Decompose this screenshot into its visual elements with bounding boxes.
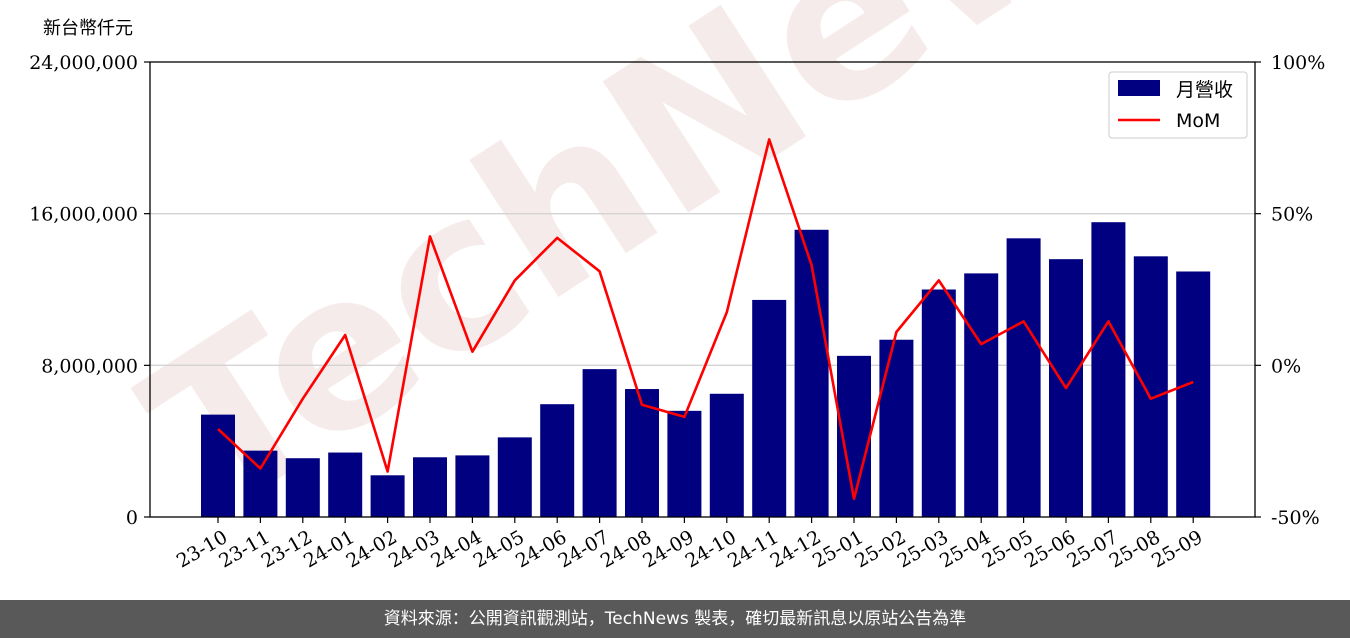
revenue-chart: TechNews 08,000,00016,000,00024,000,000 …: [29, 0, 1325, 572]
right-tick-label: -50%: [1271, 507, 1320, 529]
y-unit-label: 新台幣仟元: [43, 18, 133, 39]
revenue-bar: [201, 414, 235, 517]
plot-frame: [149, 61, 1256, 518]
revenue-bar: [667, 410, 702, 517]
right-axis: -50% 0% 50% 100%: [1255, 52, 1325, 529]
revenue-bar: [540, 404, 575, 517]
legend-label-revenue: 月營收: [1176, 79, 1233, 101]
revenue-bar: [285, 458, 320, 517]
legend-bar-swatch: [1118, 80, 1160, 96]
left-tick-label: 16,000,000: [29, 204, 138, 226]
left-tick-label: 24,000,000: [29, 52, 138, 74]
revenue-bar: [879, 339, 914, 517]
revenue-bar: [497, 437, 532, 517]
mom-line: [217, 138, 1194, 501]
revenue-bar: [1006, 238, 1041, 517]
bar-series: [201, 222, 1211, 517]
revenue-bar: [921, 289, 956, 517]
left-tick-label: 8,000,000: [41, 355, 138, 377]
revenue-bar: [1176, 271, 1211, 517]
revenue-bar: [752, 299, 787, 517]
revenue-bar: [370, 475, 405, 517]
revenue-bar: [582, 369, 617, 517]
revenue-bar: [794, 229, 829, 517]
revenue-bar: [328, 452, 363, 517]
revenue-bar: [709, 393, 744, 517]
legend-label-mom: MoM: [1176, 110, 1220, 132]
revenue-bar: [625, 389, 659, 517]
revenue-bar: [455, 455, 490, 517]
right-tick-label: 100%: [1271, 52, 1325, 74]
legend: 月營收 MoM: [1108, 71, 1248, 139]
revenue-bar: [1091, 222, 1126, 517]
mom-line-series: [217, 138, 1194, 501]
left-axis: 0 8,000,000 16,000,000 24,000,000: [29, 52, 150, 529]
revenue-bar: [243, 450, 278, 517]
source-footer: 資料來源：公開資訊觀測站，TechNews 製表，確切最新訊息以原站公告為準: [0, 600, 1350, 638]
revenue-bar: [964, 273, 999, 517]
revenue-bar: [413, 457, 447, 517]
right-tick-label: 50%: [1271, 204, 1313, 226]
x-axis: 23-1023-1123-1224-0124-0224-0324-0424-05…: [173, 517, 1206, 572]
right-tick-label: 0%: [1271, 355, 1301, 377]
revenue-bar: [1133, 256, 1168, 517]
left-tick-label: 0: [126, 507, 138, 529]
